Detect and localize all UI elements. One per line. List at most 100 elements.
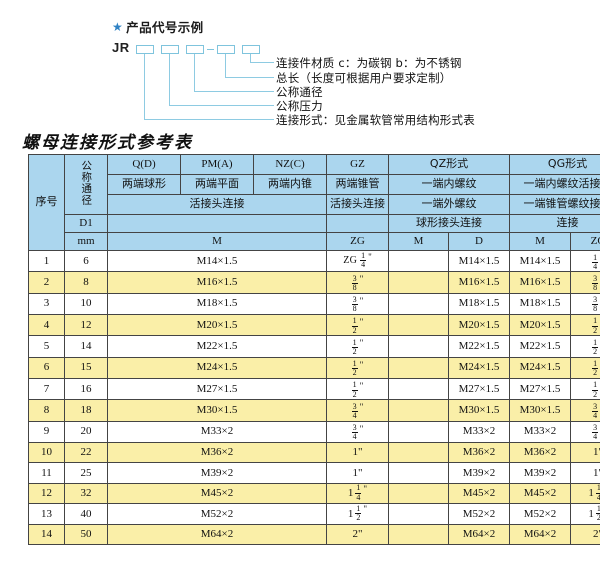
cell-qz-d: M27×1.5 [447,377,511,401]
leader-vline-diameter [194,54,196,92]
annotation-connection: 连接形式：见金属软管常用结构形式表 [276,113,475,127]
cell-qz-m [388,292,449,315]
cell-qg-m: M45×2 [509,482,572,505]
cell-thread-m: M64×2 [107,523,327,546]
cell-thread-m: M27×1.5 [107,377,327,401]
cell-thread-m: M20×1.5 [107,313,327,337]
header-unit-mm: mm [64,232,108,251]
header-group-code-pma: PM(A) [180,154,254,175]
cell-thread-m: M36×2 [107,441,327,464]
cell-nominal-diameter: 6 [64,249,108,273]
cell-gz-zg: 1 2 " [326,377,389,401]
cell-qg-zg: 34" [570,420,600,443]
leader-vline-pressure [169,54,171,106]
product-code-prefix: JR [112,40,130,55]
header-merged-gz: 活接头连接 [326,194,389,215]
cell-nominal-diameter: 18 [64,399,108,422]
nut-connection-table: 序号 公称通径 Q(D) PM(A) NZ(C) GZ QZ形式 QG形式 两端… [28,154,600,546]
cell-gz-zg: 3 8 " [326,271,389,294]
cell-gz-zg: 3 8 " [326,292,389,315]
header-sub-gz-zg: ZG [326,232,389,251]
cell-nominal-diameter: 40 [64,503,108,525]
cell-qg-m: M16×1.5 [509,271,572,294]
cell-gz-zg: 1" [326,462,389,484]
cell-qg-zg: 38" [570,271,600,294]
annotation-diameter: 公称通径 [276,85,323,99]
header-group-desc-pma: 两端平面 [180,174,254,195]
cell-qg-m: M30×1.5 [509,399,572,422]
header-merged-left: 活接头连接 [107,194,327,215]
header-seq-label: 序号 [35,195,58,209]
header-group-desc-qd: 两端球形 [107,174,181,195]
cell-thread-m: M39×2 [107,462,327,484]
cell-qg-zg: 38" [570,292,600,315]
cell-seq: 12 [28,482,65,505]
cell-qz-d: M39×2 [447,462,511,484]
cell-qz-m [388,271,449,294]
cell-qz-m [388,377,449,401]
star-icon: ★ [112,19,124,34]
cell-gz-zg: 3 4 " [326,399,389,422]
cell-qz-m [388,399,449,422]
cell-qg-zg: 2" [570,523,600,546]
cell-seq: 1 [28,249,65,273]
cell-gz-zg: 3 4 " [326,420,389,443]
cell-qg-m: M36×2 [509,441,572,464]
cell-qg-m: M27×1.5 [509,377,572,401]
cell-qg-zg: 112" [570,503,600,525]
cell-seq: 2 [28,271,65,294]
cell-seq: 4 [28,313,65,337]
cell-qg-m: M52×2 [509,503,572,525]
cell-qg-m: M39×2 [509,462,572,484]
cell-qz-m [388,335,449,358]
cell-nominal-diameter: 14 [64,335,108,358]
code-dash [207,49,214,51]
cell-seq: 8 [28,399,65,422]
product-code-heading: ★ 产品代号示例 [112,17,204,36]
cell-qz-m [388,523,449,546]
cell-qz-d: M30×1.5 [447,399,511,422]
code-box-3 [186,45,204,54]
leader-hline-pressure [169,105,274,107]
cell-nominal-diameter: 12 [64,313,108,337]
cell-qz-m [388,482,449,505]
header-sub-m-span: M [107,232,327,251]
header-group-code-qd: Q(D) [107,154,181,175]
cell-seq: 5 [28,335,65,358]
cell-qz-d: M24×1.5 [447,356,511,379]
cell-qz-d: M45×2 [447,482,511,505]
cell-qg-m: M20×1.5 [509,313,572,337]
header-sub-qg-zg: ZG [570,232,600,251]
cell-thread-m: M16×1.5 [107,271,327,294]
cell-nominal-diameter: 32 [64,482,108,505]
leader-hline-diameter [194,91,274,93]
cell-qz-m [388,356,449,379]
cell-qg-zg: 12" [570,313,600,337]
cell-qg-m: M18×1.5 [509,292,572,315]
header-group-code-qg: QG形式 [509,154,600,175]
header-qz-merged: 球形接头连接 [387,214,511,233]
header-group-code-gz: GZ [326,154,389,175]
header-dn-label: 公称通径 [80,159,93,206]
header-sub-qz-d: D [447,232,511,251]
cell-qz-m [388,420,449,443]
cell-qg-m: M64×2 [509,523,572,546]
header-blank-gz [326,214,389,233]
header-blank-left [107,214,327,233]
header-group-desc-qz: 一端内螺纹 [387,174,511,195]
nut-connection-table-wrap: 序号 公称通径 Q(D) PM(A) NZ(C) GZ QZ形式 QG形式 两端… [28,154,600,546]
cell-qz-d: M33×2 [447,420,511,443]
leader-vline-length [225,54,227,78]
table-title: 螺母连接形式参考表 [22,133,193,153]
header-row-code: 序号 公称通径 Q(D) PM(A) NZ(C) GZ QZ形式 QG形式 [28,154,600,251]
cell-gz-zg: 1 1 4 " [326,482,389,505]
cell-qg-m: M22×1.5 [509,335,572,358]
cell-qz-m [388,441,449,464]
